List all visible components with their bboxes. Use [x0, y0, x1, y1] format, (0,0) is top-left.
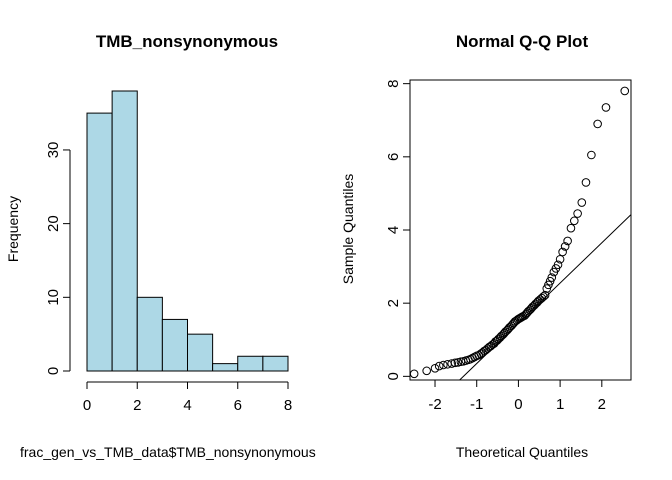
- histogram-title: TMB_nonsynonymous: [96, 32, 278, 51]
- qq-point: [539, 292, 548, 301]
- qq-point: [434, 361, 444, 371]
- qq-point: [540, 290, 550, 300]
- qq-plot-box: [409, 79, 632, 381]
- x-tick-label: 0: [83, 397, 91, 414]
- qq-point: [601, 103, 611, 112]
- qq-point: [528, 302, 537, 312]
- x-tick-label: 0: [514, 396, 522, 413]
- y-tick-label: 2: [385, 299, 402, 307]
- qq-point: [553, 260, 563, 270]
- qq-x-label: Theoretical Quantiles: [456, 444, 588, 460]
- histogram-y-label: Frequency: [5, 196, 21, 262]
- y-tick-label: 4: [385, 226, 402, 234]
- histogram-bars: [86, 90, 289, 372]
- x-tick-label: 2: [133, 397, 141, 414]
- qq-x-axis: -2 -1 0 1 2: [428, 379, 606, 413]
- histogram-x-axis: 0 2 4 6 8: [83, 381, 292, 414]
- histogram-bar: [237, 355, 264, 372]
- qq-point: [439, 360, 448, 370]
- qq-point: [587, 150, 596, 160]
- histogram-bar: [86, 112, 113, 372]
- x-tick-label: -2: [428, 396, 441, 413]
- x-tick-label: 1: [556, 396, 564, 413]
- histogram-bar: [111, 90, 138, 372]
- qq-title: Normal Q-Q Plot: [456, 32, 589, 51]
- qq-point: [620, 86, 630, 96]
- y-tick-label: 0: [45, 367, 62, 375]
- qq-point: [532, 298, 542, 307]
- qq-panel: Normal Q-Q Plot -2 -1 0 1 2 0 2 4 6 8 Theoretica…: [340, 32, 632, 460]
- qq-point: [409, 369, 419, 379]
- qq-points: [409, 86, 630, 379]
- y-tick-label: 8: [385, 79, 402, 87]
- histogram-y-axis: 0 10 20 30: [45, 142, 71, 375]
- qq-point: [558, 247, 567, 257]
- x-tick-label: 2: [598, 396, 606, 413]
- qq-point: [430, 363, 440, 373]
- qq-point: [555, 254, 565, 264]
- qq-point: [566, 223, 576, 233]
- y-tick-label: 30: [45, 142, 62, 159]
- x-tick-label: 6: [234, 397, 242, 414]
- histogram-bar: [187, 333, 214, 372]
- qq-point: [560, 242, 570, 251]
- y-tick-label: 6: [385, 153, 402, 161]
- histogram-x-label: frac_gen_vs_TMB_data$TMB_nonsynonymous: [20, 444, 316, 460]
- qq-point: [573, 209, 582, 218]
- qq-y-label: Sample Quantiles: [340, 174, 356, 285]
- qq-point: [581, 178, 591, 187]
- y-tick-label: 20: [45, 215, 62, 232]
- histogram-bar: [161, 318, 188, 372]
- qq-point: [593, 119, 602, 129]
- histogram-bar: [136, 296, 163, 372]
- x-tick-label: -1: [470, 396, 483, 413]
- y-tick-label: 0: [385, 372, 402, 380]
- qq-point: [450, 358, 460, 368]
- histogram-panel: TMB_nonsynonymous 0 2 4 6 8 0 10 20 30 frac_gen…: [5, 32, 316, 460]
- histogram-bar: [212, 363, 239, 372]
- qq-point: [531, 299, 540, 309]
- x-tick-label: 4: [183, 397, 191, 414]
- qq-point: [422, 366, 431, 376]
- qq-point: [547, 273, 557, 282]
- qq-point: [494, 334, 503, 344]
- x-tick-label: 8: [284, 397, 292, 414]
- qq-point: [577, 198, 587, 207]
- qq-y-axis: 0 2 4 6 8: [385, 79, 411, 381]
- qq-point: [569, 216, 579, 226]
- y-tick-label: 10: [45, 289, 62, 306]
- histogram-bar: [262, 355, 289, 372]
- qq-point: [447, 359, 456, 368]
- qq-point: [563, 236, 572, 246]
